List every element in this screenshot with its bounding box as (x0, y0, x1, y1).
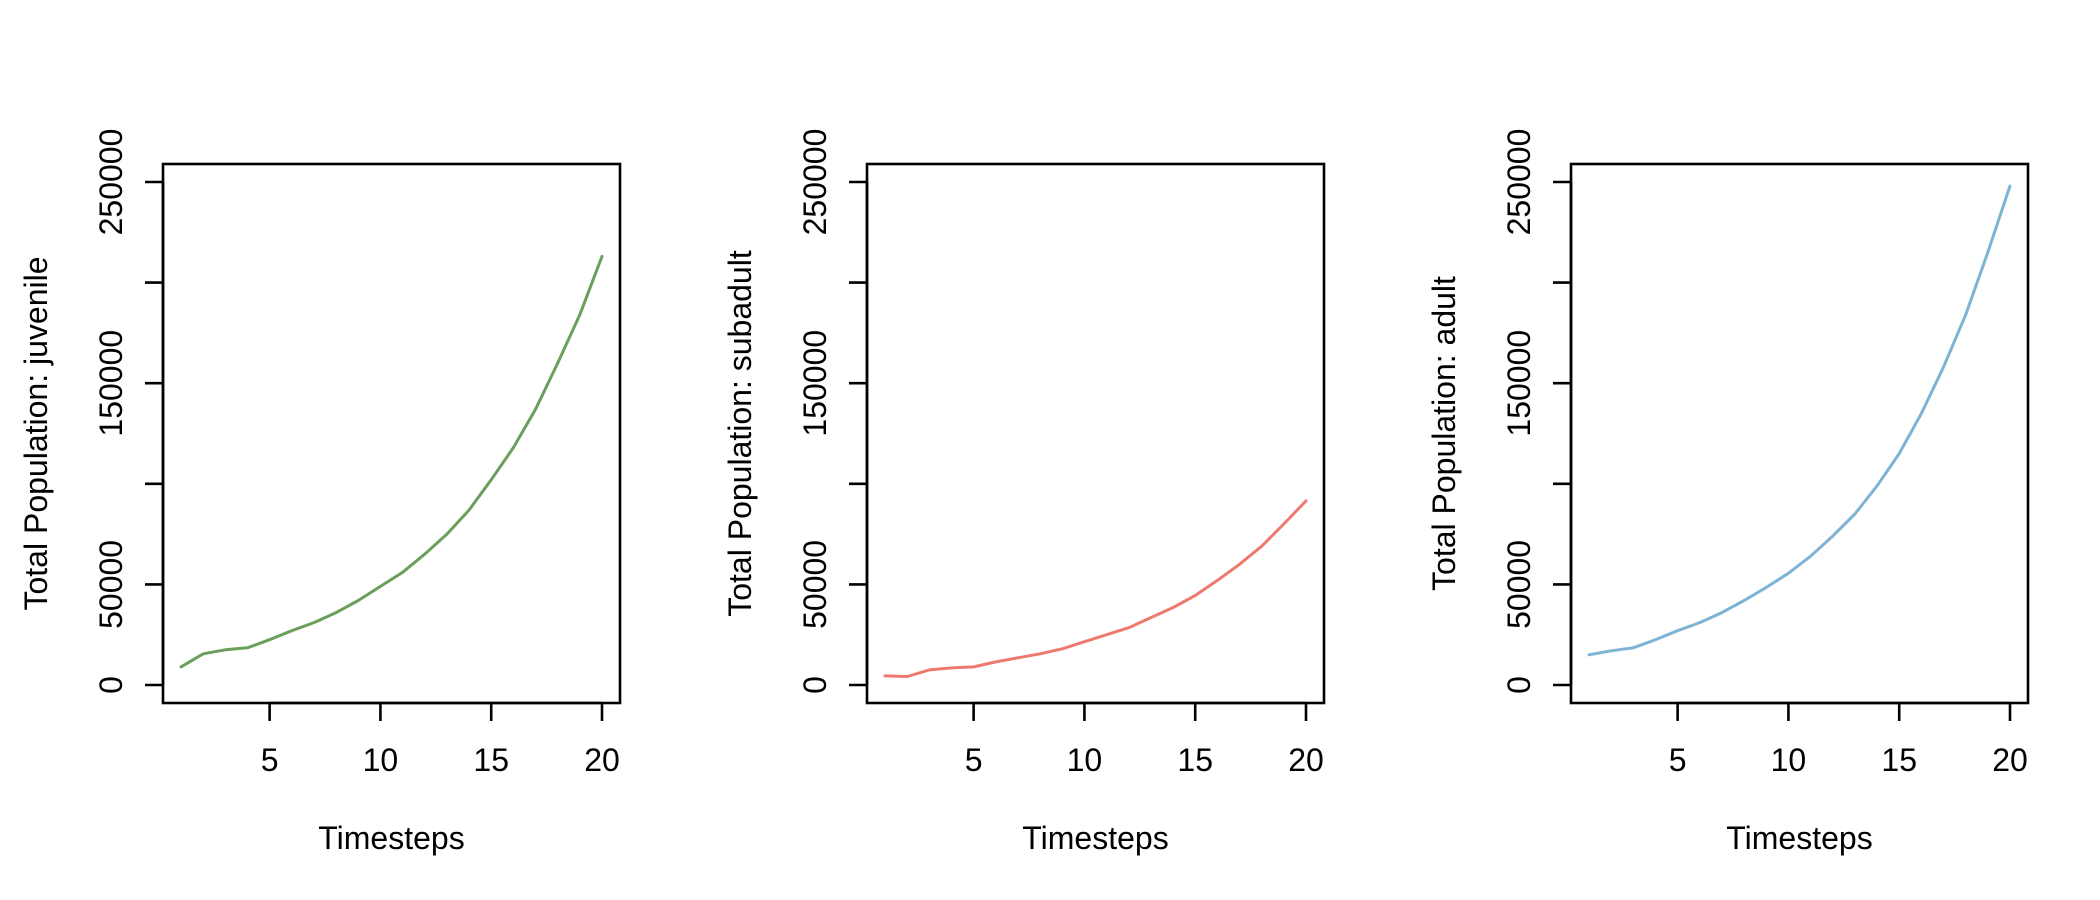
x-tick-label: 20 (1992, 742, 2028, 778)
plot-frame (161, 162, 622, 705)
x-tick-label: 20 (584, 742, 620, 778)
x-tick-label: 10 (1771, 742, 1807, 778)
y-tick-label: 50000 (1501, 540, 1537, 629)
x-tick-label: 10 (363, 742, 399, 778)
y-tick-label: 150000 (93, 330, 129, 437)
series-line (883, 499, 1308, 678)
y-tick-label: 150000 (797, 330, 833, 437)
series-line (1587, 184, 2012, 657)
x-tick-label: 5 (261, 742, 279, 778)
x-tick-label: 20 (1288, 742, 1324, 778)
x-axis-title: Timesteps (318, 820, 464, 856)
y-tick-label: 150000 (1501, 330, 1537, 437)
x-tick-label: 5 (965, 742, 983, 778)
y-tick-label: 50000 (93, 540, 129, 629)
x-tick-label: 10 (1067, 742, 1103, 778)
series-line (179, 254, 604, 669)
x-axis-title: Timesteps (1022, 820, 1168, 856)
y-tick-label: 0 (93, 676, 129, 694)
chart-panel-3: 0 50000 150000 250000 5 10 15 20 Timesteps Total … (1426, 129, 2030, 856)
x-tick-label: 5 (1669, 742, 1687, 778)
plot-frame (1569, 162, 2030, 705)
y-tick-label: 250000 (1501, 129, 1537, 236)
chart-panel-1: 0 50000 150000 250000 5 10 15 20 Timesteps Total … (18, 129, 622, 856)
y-tick-label: 250000 (93, 129, 129, 236)
x-tick-label: 15 (1881, 742, 1917, 778)
x-axis-title: Timesteps (1726, 820, 1872, 856)
y-axis-title: Total Population: subadult (722, 250, 758, 617)
y-tick-label: 0 (1501, 676, 1537, 694)
x-tick-label: 15 (1177, 742, 1213, 778)
y-tick-label: 250000 (797, 129, 833, 236)
y-tick-label: 50000 (797, 540, 833, 629)
plot-frame (865, 162, 1326, 705)
y-tick-label: 0 (797, 676, 833, 694)
chart-panel-2: 0 50000 150000 250000 5 10 15 20 Timesteps Total … (722, 129, 1326, 856)
y-axis-title: Total Population: adult (1426, 276, 1462, 591)
y-axis-title: Total Population: juvenile (18, 256, 54, 610)
x-tick-label: 15 (473, 742, 509, 778)
